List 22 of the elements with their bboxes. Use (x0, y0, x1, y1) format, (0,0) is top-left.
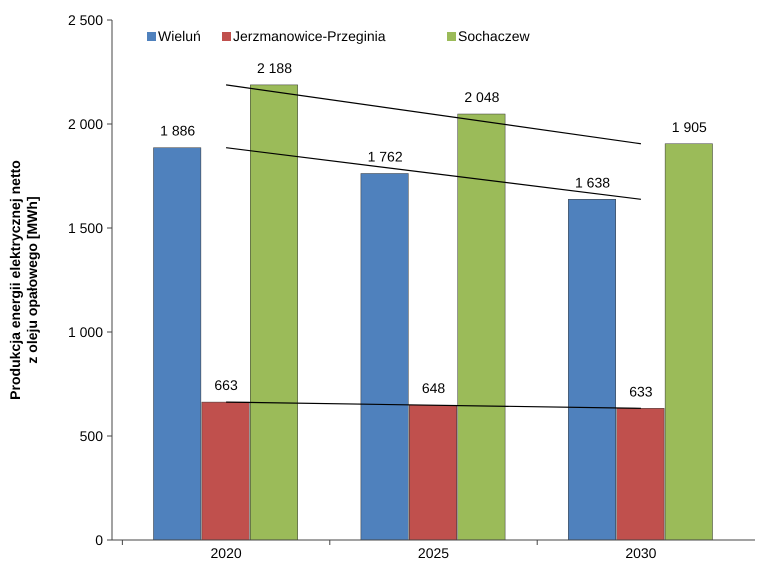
data-label: 2 048 (464, 89, 500, 106)
legend-label: Sochaczew (458, 28, 530, 44)
y-tick-label: 1 500 (68, 220, 104, 236)
data-label: 1 638 (575, 174, 610, 190)
x-tick-label: 2030 (625, 545, 657, 561)
y-tick-label: 500 (80, 428, 104, 444)
x-tick-label: 2025 (418, 545, 450, 561)
data-label: 633 (629, 383, 653, 400)
data-label: 1 762 (368, 148, 403, 165)
data-label: 663 (214, 377, 238, 394)
y-tick-label: 2 000 (68, 116, 104, 132)
data-label: 1 886 (160, 122, 196, 139)
legend-label: Jerzmanowice-Przeginia (233, 28, 386, 44)
legend-label: Wieluń (158, 28, 201, 44)
y-axis-title: Produkcja energii elektrycznej netto z oleju opałowego [MWh] (7, 160, 40, 400)
data-label: 648 (422, 380, 446, 396)
y-tick-label: 2 500 (68, 12, 104, 28)
x-tick-label: 2020 (210, 545, 242, 561)
y-tick-label: 0 (95, 532, 104, 548)
data-label: 2 188 (256, 60, 292, 76)
data-label: 1 905 (672, 118, 708, 135)
y-tick-label: 1 000 (68, 324, 104, 340)
